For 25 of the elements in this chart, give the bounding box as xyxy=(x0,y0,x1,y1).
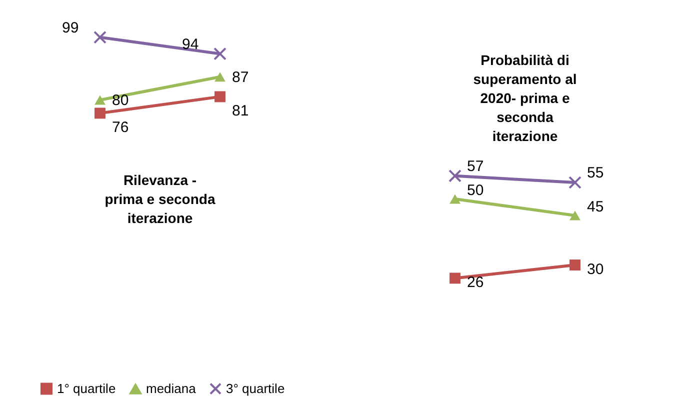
data-label: 57 xyxy=(467,158,484,175)
data-label: 80 xyxy=(112,92,129,109)
data-label: 81 xyxy=(232,102,249,120)
text: Rilevanza - prima e seconda iterazione xyxy=(104,172,216,226)
point xyxy=(568,176,582,189)
point xyxy=(450,272,460,284)
point xyxy=(214,47,226,60)
point xyxy=(94,108,106,119)
data-label: 26 xyxy=(467,274,484,292)
data-label: 45 xyxy=(587,198,604,216)
point xyxy=(214,91,226,102)
text: Probabilità di superamento al 2020- prima e seconda iterazione xyxy=(473,52,577,144)
legend-label: mediana xyxy=(146,381,197,396)
data-label: 76 xyxy=(112,119,129,136)
data-label: 87 xyxy=(232,68,249,86)
data-label: 55 xyxy=(587,164,604,182)
point xyxy=(448,169,462,182)
point xyxy=(570,260,580,270)
legend-label: 1° quartile xyxy=(57,380,116,396)
data-label: 30 xyxy=(587,261,604,278)
legend-label: 3° quartile xyxy=(226,380,285,396)
point xyxy=(94,30,106,44)
data-label: 99 xyxy=(62,19,79,36)
data-label: 94 xyxy=(182,36,199,53)
data-label: 50 xyxy=(467,182,484,199)
